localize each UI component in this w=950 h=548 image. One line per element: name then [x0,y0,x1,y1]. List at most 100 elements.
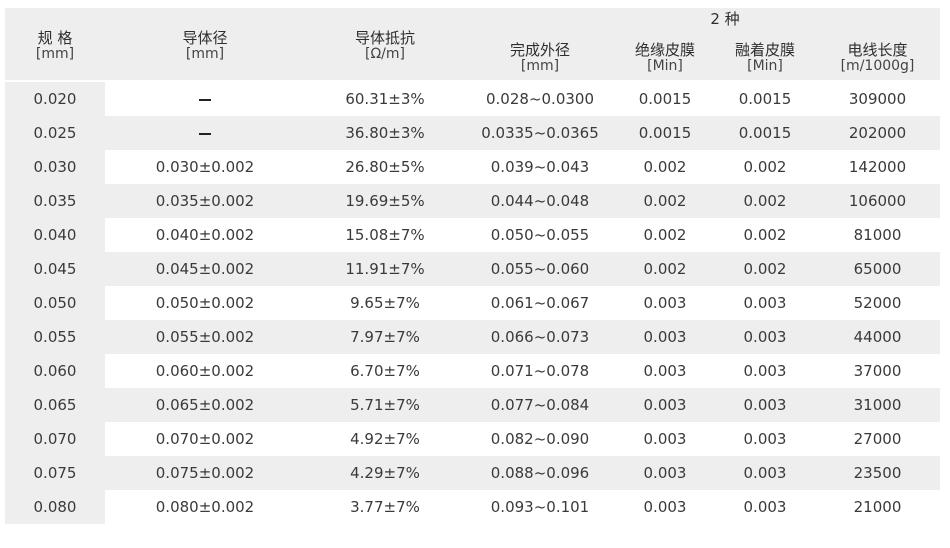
header-insulation-film: 绝缘皮膜 [Min] [615,42,715,74]
cell-wire-length: 37000 [853,362,902,380]
cell-bonding-film: 0.003 [743,328,787,346]
cell-finished-diameter: 0.093~0.101 [490,498,590,516]
cell-conductor-diameter: 0.065±0.002 [155,396,255,414]
cell-conductor-resistance: 3.77±7% [350,498,420,516]
cell-wire-length: 106000 [848,192,907,210]
dash-icon [199,98,211,101]
cell-finished-diameter: 0.039~0.043 [490,158,590,176]
table-row: 0.065 0.065±0.002 5.71±7% 0.077~0.084 0.003 0… [5,388,940,422]
cell-wire-length: 81000 [853,226,902,244]
cell-conductor-resistance: 5.71±7% [350,396,420,414]
cell-finished-diameter: 0.077~0.084 [490,396,590,414]
cell-bonding-film: 0.003 [743,464,787,482]
cell-conductor-resistance: 7.97±7% [350,328,420,346]
header-wire-length: 电线长度 [m/1000g] [815,42,940,74]
cell-spec: 0.080 [5,490,105,524]
header-spec-title: 规 格 [37,29,73,47]
header-conductor-diameter-title: 导体径 [182,29,228,47]
header-conductor-resistance-unit: [Ω/m] [365,46,405,62]
table-row: 0.075 0.075±0.002 4.29±7% 0.088~0.096 0.003 0… [5,456,940,490]
cell-conductor-diameter: 0.030±0.002 [155,158,255,176]
cell-insulation-film: 0.003 [643,498,687,516]
cell-spec: 0.020 [5,82,105,116]
cell-finished-diameter: 0.0335~0.0365 [481,124,599,142]
cell-conductor-resistance: 36.80±3% [345,124,425,142]
cell-spec: 0.035 [5,184,105,218]
table-row: 0.050 0.050±0.002 9.65±7% 0.061~0.067 0.003 0… [5,286,940,320]
header-spec-unit: [mm] [35,46,75,62]
header-bonding-film-unit: [Min] [747,58,783,74]
cell-insulation-film: 0.003 [643,328,687,346]
cell-conductor-resistance: 19.69±5% [345,192,425,210]
cell-insulation-film: 0.002 [643,226,687,244]
cell-conductor-diameter [105,116,305,150]
cell-conductor-resistance: 15.08±7% [345,226,425,244]
cell-conductor-resistance: 4.29±7% [350,464,420,482]
cell-bonding-film: 0.003 [743,362,787,380]
cell-insulation-film: 0.002 [643,192,687,210]
cell-conductor-diameter: 0.075±0.002 [155,464,255,482]
cell-finished-diameter: 0.055~0.060 [490,260,590,278]
cell-spec: 0.025 [5,116,105,150]
header-conductor-diameter: 导体径 [mm] [105,30,305,62]
cell-bonding-film: 0.003 [743,498,787,516]
cell-spec: 0.070 [5,422,105,456]
cell-bonding-film: 0.003 [743,430,787,448]
dash-icon [199,132,211,135]
cell-conductor-diameter: 0.080±0.002 [155,498,255,516]
cell-conductor-diameter: 0.055±0.002 [155,328,255,346]
cell-insulation-film: 0.003 [643,396,687,414]
cell-insulation-film: 0.003 [643,294,687,312]
cell-conductor-diameter: 0.060±0.002 [155,362,255,380]
header-insulation-film-unit: [Min] [647,58,683,74]
cell-finished-diameter: 0.050~0.055 [490,226,590,244]
cell-finished-diameter: 0.071~0.078 [490,362,590,380]
table-body: 0.020 60.31±3% 0.028~0.0300 0.0015 0.0015 309… [5,82,940,524]
cell-insulation-film: 0.003 [643,430,687,448]
cell-spec: 0.030 [5,150,105,184]
cell-finished-diameter: 0.088~0.096 [490,464,590,482]
table-row: 0.040 0.040±0.002 15.08±7% 0.050~0.055 0.002… [5,218,940,252]
table-row: 0.025 36.80±3% 0.0335~0.0365 0.0015 0.0015 20… [5,116,940,150]
header-finished-diameter-unit: [mm] [520,58,560,74]
cell-wire-length: 21000 [853,498,902,516]
cell-conductor-diameter: 0.045±0.002 [155,260,255,278]
cell-wire-length: 202000 [848,124,907,142]
cell-finished-diameter: 0.066~0.073 [490,328,590,346]
cell-wire-length: 52000 [853,294,902,312]
cell-insulation-film: 0.003 [643,362,687,380]
cell-conductor-resistance: 6.70±7% [350,362,420,380]
header-wire-length-title: 电线长度 [847,41,908,59]
table-row: 0.045 0.045±0.002 11.91±7% 0.055~0.060 0.002… [5,252,940,286]
cell-wire-length: 44000 [853,328,902,346]
cell-bonding-film: 0.003 [743,396,787,414]
cell-finished-diameter: 0.028~0.0300 [486,90,594,108]
cell-conductor-resistance: 60.31±3% [345,90,425,108]
cell-bonding-film: 0.002 [743,226,787,244]
cell-insulation-film: 0.003 [643,464,687,482]
cell-insulation-film: 0.002 [643,260,687,278]
cell-conductor-resistance: 9.65±7% [350,294,420,312]
cell-conductor-resistance: 26.80±5% [345,158,425,176]
table-row: 0.020 60.31±3% 0.028~0.0300 0.0015 0.0015 309… [5,82,940,116]
cell-spec: 0.055 [5,320,105,354]
cell-finished-diameter: 0.044~0.048 [490,192,590,210]
table-header [5,8,940,80]
cell-wire-length: 27000 [853,430,902,448]
header-bonding-film: 融着皮膜 [Min] [715,42,815,74]
cell-spec: 0.050 [5,286,105,320]
header-conductor-diameter-unit: [mm] [185,46,225,62]
cell-conductor-resistance: 11.91±7% [345,260,425,278]
cell-spec: 0.060 [5,354,105,388]
cell-insulation-film: 0.0015 [638,90,692,108]
cell-bonding-film: 0.002 [743,260,787,278]
table-row: 0.055 0.055±0.002 7.97±7% 0.066~0.073 0.003 0… [5,320,940,354]
cell-conductor-diameter: 0.050±0.002 [155,294,255,312]
cell-wire-length: 31000 [853,396,902,414]
cell-finished-diameter: 0.082~0.090 [490,430,590,448]
cell-spec: 0.040 [5,218,105,252]
cell-wire-length: 65000 [853,260,902,278]
cell-bonding-film: 0.002 [743,158,787,176]
cell-wire-length: 309000 [848,90,907,108]
cell-bonding-film: 0.0015 [738,90,792,108]
